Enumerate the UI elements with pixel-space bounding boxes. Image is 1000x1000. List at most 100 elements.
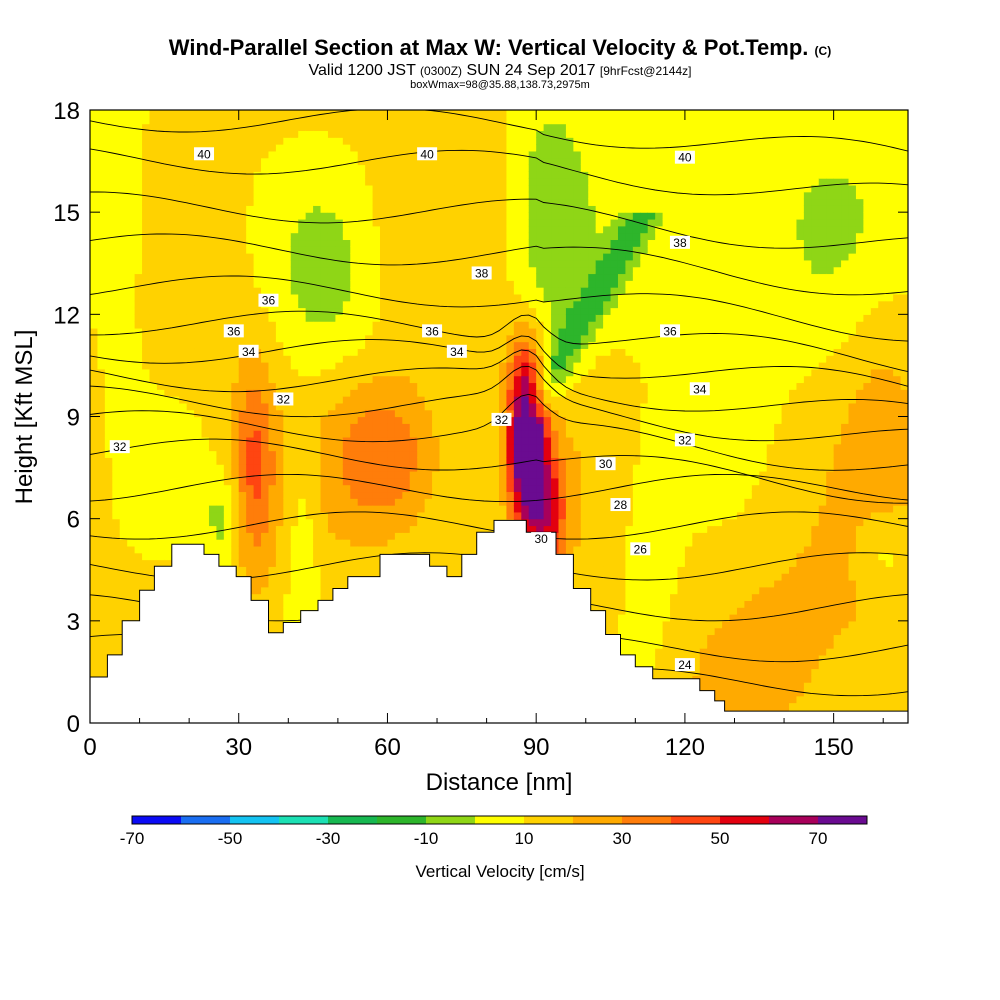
theta-label: 32 [113, 440, 127, 454]
theta-label-box [630, 542, 651, 556]
theta-label-box [674, 433, 695, 447]
colorbar-frame [131, 815, 868, 825]
x-tick-label: 0 [83, 734, 96, 761]
copyright-mark: (C) [814, 44, 832, 58]
colorbar: -70 -50 -30 -10 10 30 50 70 [120, 815, 868, 848]
terrain [89, 519, 909, 724]
x-tick-label: 150 [814, 734, 854, 761]
theta-label-box [669, 235, 690, 249]
colorbar-tick-label: 70 [809, 829, 828, 848]
theta-label-box [422, 324, 443, 338]
theta-label-box [660, 324, 681, 338]
theta-label-box [595, 457, 616, 471]
colorbar-segment [279, 816, 329, 824]
theta-label-box [446, 344, 467, 358]
colorbar-segment [720, 816, 770, 824]
colorbar-segment [230, 816, 280, 824]
y-tick-label: 0 [67, 711, 80, 738]
theta-label-box [531, 532, 552, 546]
theta-label-box [417, 147, 438, 161]
x-tick-label: 30 [225, 734, 252, 761]
theta-label: 32 [277, 392, 291, 406]
theta-label: 36 [663, 324, 677, 338]
theta-label-box [674, 658, 695, 672]
theta-label-box [238, 344, 259, 358]
colorbar-tick-label: -70 [120, 829, 145, 848]
colorbar-segment [181, 816, 231, 824]
y-tick-label: 12 [53, 302, 80, 329]
colorbar-segment [132, 816, 182, 824]
theta-label: 26 [634, 542, 648, 556]
x-axis-label: Distance [nm] [426, 769, 573, 796]
theta-label: 34 [693, 382, 707, 396]
colorbar-segment [769, 816, 819, 824]
theta-label: 38 [475, 266, 489, 280]
theta-label-box [689, 382, 710, 396]
theta-contour [90, 335, 908, 387]
theta-label: 40 [197, 147, 211, 161]
theta-contour [90, 233, 908, 296]
theta-contour [90, 349, 908, 412]
y-tick-label: 18 [53, 98, 80, 125]
colorbar-tick-label: 30 [613, 829, 632, 848]
theta-label-box [610, 498, 631, 512]
theta-label: 30 [599, 457, 613, 471]
theta-contour [90, 275, 908, 342]
theta-label: 40 [420, 147, 434, 161]
theta-label: 36 [425, 324, 439, 338]
theta-label: 34 [242, 345, 256, 359]
theta-label: 36 [227, 324, 241, 338]
chart-title: Wind-Parallel Section at Max W: Vertical… [168, 35, 809, 60]
x-tick-label: 90 [523, 734, 550, 761]
colorbar-segment [475, 816, 525, 824]
theta-label-box [491, 412, 512, 426]
theta-label: 30 [534, 532, 548, 546]
theta-label: 36 [262, 294, 276, 308]
colorbar-segment [426, 816, 476, 824]
theta-label: 32 [495, 413, 509, 427]
y-tick-label: 9 [67, 405, 80, 432]
colorbar-segment [524, 816, 574, 824]
box-info: boxWmax=98@35.88,138.73,2975m [410, 79, 590, 91]
theta-label: 40 [678, 151, 692, 165]
forecast-info: [9hrFcst@2144z] [599, 64, 692, 78]
theta-label-box [273, 392, 294, 406]
theta-label: 24 [678, 658, 692, 672]
theta-contour [90, 148, 908, 196]
valid-date: SUN 24 Sep 2017 [466, 62, 596, 79]
theta-label: 34 [450, 345, 464, 359]
colorbar-segment [573, 816, 623, 824]
theta-contour [90, 438, 908, 504]
colorbar-tick-label: 50 [711, 829, 730, 848]
y-tick-label: 6 [67, 507, 80, 534]
theta-label: 28 [614, 498, 628, 512]
colorbar-segment [377, 816, 427, 824]
colorbar-segment [622, 816, 672, 824]
x-tick-label: 120 [665, 734, 705, 761]
theta-contour [90, 191, 908, 249]
colorbar-tick-label: -50 [218, 829, 243, 848]
x-tick-label: 60 [374, 734, 401, 761]
theta-label-box [223, 324, 244, 338]
theta-label-box [194, 147, 215, 161]
valid-time: Valid 1200 JST [308, 62, 416, 79]
colorbar-segment [818, 816, 868, 824]
colorbar-segment [328, 816, 378, 824]
colorbar-tick-label: -30 [316, 829, 341, 848]
theta-label: 32 [678, 433, 692, 447]
y-tick-label: 3 [67, 609, 80, 636]
theta-contour [90, 110, 908, 152]
y-tick-label: 15 [53, 200, 80, 227]
theta-label: 38 [673, 236, 687, 250]
chart-title-block: Wind-Parallel Section at Max W: Vertical… [0, 35, 1000, 92]
colorbar-tick-label: 10 [515, 829, 534, 848]
theta-label-box [109, 440, 130, 454]
theta-label-box [674, 150, 695, 164]
y-axis-label: Height [Kft MSL] [11, 330, 38, 505]
theta-contour [90, 365, 908, 442]
colorbar-segment [671, 816, 721, 824]
colorbar-title: Vertical Velocity [cm/s] [415, 862, 585, 881]
